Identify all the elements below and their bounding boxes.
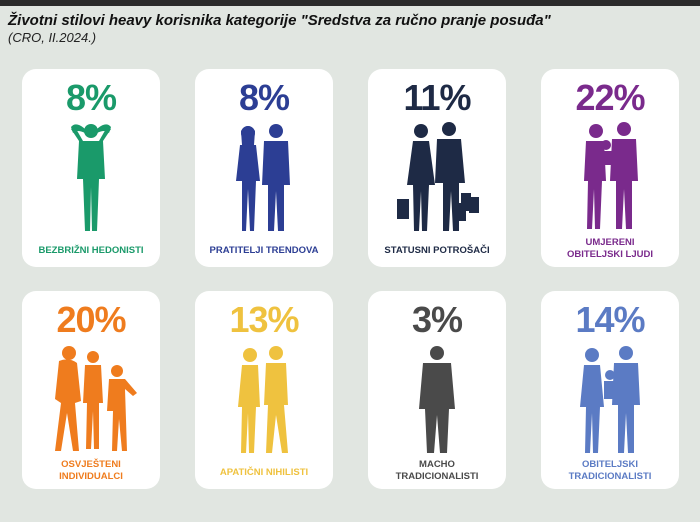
percentage-value: 13% — [229, 299, 299, 340]
card-label: BEZBRIŽNI HEDONISTI — [38, 245, 144, 256]
card-label: APATIČNI NIHILISTI — [219, 467, 309, 478]
card-apaticni-nihilisti: 13% APATIČNI NIHILISTI — [195, 291, 333, 489]
card-osvjesteni-individualci: 20% OSVJEŠTENI INDIVIDUALCI — [22, 291, 160, 489]
card-label-line-2: TRADICIONALISTI — [568, 471, 652, 482]
traditional-family-icon — [580, 346, 640, 453]
page-title: Životni stilovi heavy korisnika kategori… — [8, 12, 551, 29]
card-umjereni-obiteljski-ljudi: 22% UMJERENI OBITELJSKI LJUDI — [541, 69, 679, 267]
card-label-line-1: UMJERENI — [585, 237, 635, 248]
family-icon — [584, 122, 638, 229]
card-obiteljski-tradicionalisti: 14% OBITELJSKI TRADICIONALISTI — [541, 291, 679, 489]
walking-group-icon — [55, 346, 137, 451]
card-pratitelji-trendova: 8% PRATITELJI TRENDOVA — [195, 69, 333, 267]
card-statusni-potrosaci: 11% STATUSNI POTROŠAČI — [368, 69, 506, 267]
card-macho-tradicionalisti: 3% MACHO TRADICIONALISTI — [368, 291, 506, 489]
percentage-value: 20% — [56, 299, 126, 340]
page-subtitle: (CRO, II.2024.) — [8, 30, 97, 45]
back-to-back-couple-icon — [238, 346, 288, 453]
card-label-line-2: TRADICIONALISTI — [395, 471, 479, 482]
card-label-line-2: OBITELJSKI LJUDI — [566, 249, 654, 260]
percentage-value: 8% — [238, 77, 290, 118]
card-label-line-2: INDIVIDUALCI — [59, 471, 123, 482]
percentage-value: 11% — [403, 77, 471, 118]
couple-icon — [236, 124, 290, 231]
card-label-line-1: OBITELJSKI — [582, 459, 638, 470]
suited-man-icon — [419, 346, 455, 453]
percentage-value: 3% — [411, 299, 463, 340]
shopping-couple-icon — [397, 122, 479, 231]
card-bezbrizni-hedonisti: 8% BEZBRIŽNI HEDONISTI — [22, 69, 160, 267]
relaxed-man-icon — [71, 124, 111, 231]
percentage-value: 14% — [575, 299, 645, 340]
percentage-value: 8% — [65, 77, 117, 118]
top-bar — [0, 0, 700, 6]
card-label-line-1: OSVJEŠTENI — [61, 459, 121, 470]
card-label: STATUSNI POTROŠAČI — [384, 245, 490, 256]
card-label-line-1: MACHO — [419, 459, 455, 470]
percentage-value: 22% — [575, 77, 645, 118]
card-label: PRATITELJI TRENDOVA — [209, 245, 319, 256]
